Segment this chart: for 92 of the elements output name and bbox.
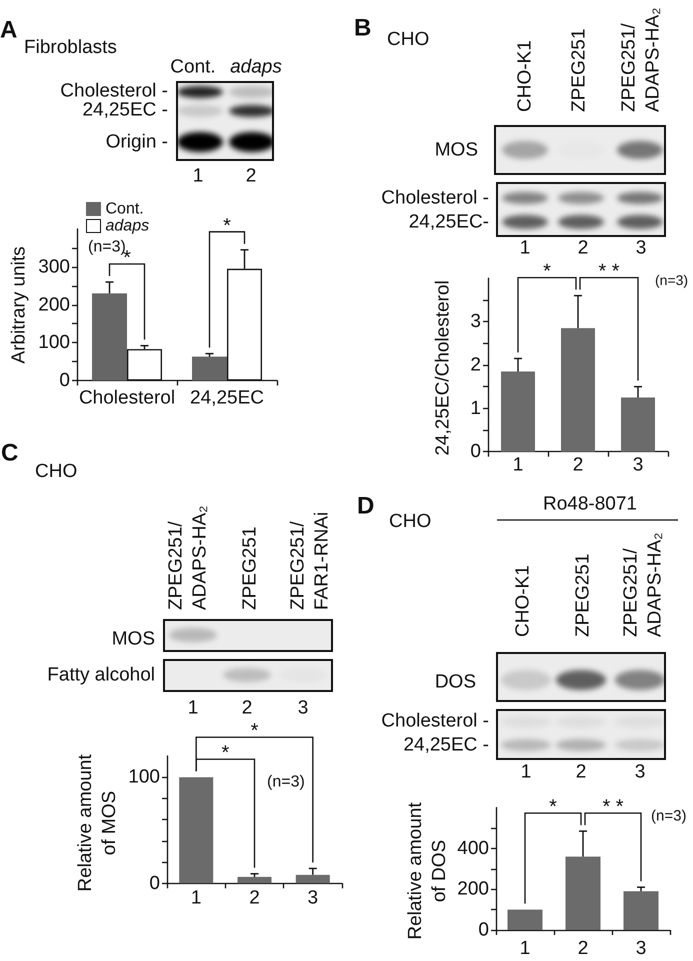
text: 3	[636, 238, 646, 258]
y-tick-label: 300	[38, 256, 70, 278]
text: adaps	[230, 56, 282, 78]
bar	[508, 910, 542, 930]
y-tick-label: 0	[470, 441, 481, 462]
bar	[566, 856, 600, 930]
chart-subtitle: Fibroblasts	[24, 37, 117, 58]
x-tick-label: 3	[298, 698, 308, 718]
text: 1	[520, 238, 530, 258]
y-axis-title: 24,25EC/Cholesterol	[432, 280, 454, 456]
y-tick-label: 400	[457, 838, 489, 859]
text: 2	[246, 166, 256, 186]
text: ZPEG251/ ADAPS-HA₂	[166, 505, 210, 610]
text: 3	[634, 762, 646, 782]
text: DOS	[434, 672, 476, 692]
chart-title: D	[357, 492, 374, 520]
text: ZPEG251/ ADAPS-HA₂	[620, 532, 666, 637]
text: ZPEG251/ FAR1-RNAi	[288, 512, 332, 610]
annotation: * *	[602, 796, 624, 818]
x-tick-label: 24,25EC	[190, 388, 264, 408]
bar	[92, 293, 127, 380]
chart-subtitle: CHO	[35, 461, 78, 482]
text: 3	[308, 887, 318, 908]
text: ZPEG251	[240, 526, 260, 610]
y-tick-label: 2	[470, 354, 481, 376]
text: MOS	[434, 140, 478, 160]
chart-subtitle: CHO	[387, 29, 430, 50]
text: *	[250, 720, 259, 742]
bar	[238, 876, 272, 884]
y-tick-label: 100	[38, 332, 70, 354]
y-tick-label: 0	[149, 872, 160, 894]
annotation: *	[543, 260, 552, 283]
text: Fatty alcohol	[47, 664, 155, 686]
annotation: *	[549, 796, 558, 818]
y-tick-label: 100	[128, 766, 160, 788]
bar	[621, 398, 655, 452]
x-tick-label: 2	[572, 454, 584, 476]
text: Cholesterol -	[381, 710, 489, 732]
text: MOS	[112, 628, 155, 650]
text: 2	[249, 887, 260, 908]
y-tick-label: 3	[470, 311, 481, 332]
annotation: *	[223, 214, 232, 237]
text: Cholesterol -	[60, 80, 168, 102]
text: 2	[578, 238, 588, 258]
text: Ro48-8071	[542, 494, 638, 514]
bar	[561, 328, 595, 452]
x-tick-label: 3	[632, 454, 644, 476]
text: 24,25EC -	[82, 100, 168, 120]
y-tick-label: 200	[457, 878, 489, 900]
annotation: (n=3)	[267, 774, 305, 790]
annotation: (n=3)	[651, 808, 686, 824]
y-axis-title: Relative amount of DOS	[405, 802, 450, 940]
legend-label: adaps	[106, 218, 150, 234]
text: 1	[190, 887, 202, 908]
x-tick-label: 3	[636, 938, 646, 959]
text: 1	[520, 762, 532, 782]
text: 1	[192, 166, 204, 186]
y-tick-label: 0	[478, 920, 489, 940]
x-tick-label: 1	[188, 698, 198, 718]
chart-title: B	[354, 14, 372, 42]
chart-title: C	[1, 440, 18, 466]
text: ZPEG251	[568, 28, 590, 112]
x-tick-label: 2	[242, 698, 252, 718]
text: Origin -	[106, 132, 168, 152]
annotation: (n=3)	[88, 238, 126, 256]
annotation: * *	[598, 260, 620, 283]
annotation: *	[221, 742, 230, 764]
text: 24,25EC -	[403, 734, 489, 756]
legend-label: Cont.	[106, 200, 144, 218]
x-tick-label: 1	[520, 938, 530, 959]
chart-title: A	[0, 16, 18, 44]
text: CHO-K1	[512, 565, 534, 637]
x-tick-label: Cholesterol	[78, 388, 176, 408]
text: ZPEG251/ ADAPS-HA₂	[618, 7, 664, 112]
text: Cont.	[170, 56, 216, 78]
text: 24,25EC-	[408, 212, 489, 232]
x-tick-label: 2	[578, 938, 588, 959]
bar	[296, 874, 330, 884]
chart-subtitle: CHO	[389, 511, 432, 532]
text: CHO-K1	[514, 40, 536, 112]
bar	[192, 356, 227, 380]
y-axis-title: Arbitrary units	[8, 246, 30, 364]
y-axis-title: Relative amount of MOS	[75, 754, 120, 892]
annotation: (n=3)	[655, 272, 688, 288]
y-tick-label: 200	[38, 294, 70, 316]
bar	[624, 891, 658, 930]
y-tick-label: 0	[59, 370, 70, 391]
text: 2	[576, 762, 586, 782]
x-tick-label: 1	[512, 454, 524, 476]
text: ZPEG251	[572, 554, 594, 637]
text: Cholesterol -	[381, 188, 489, 208]
bar	[501, 372, 535, 452]
